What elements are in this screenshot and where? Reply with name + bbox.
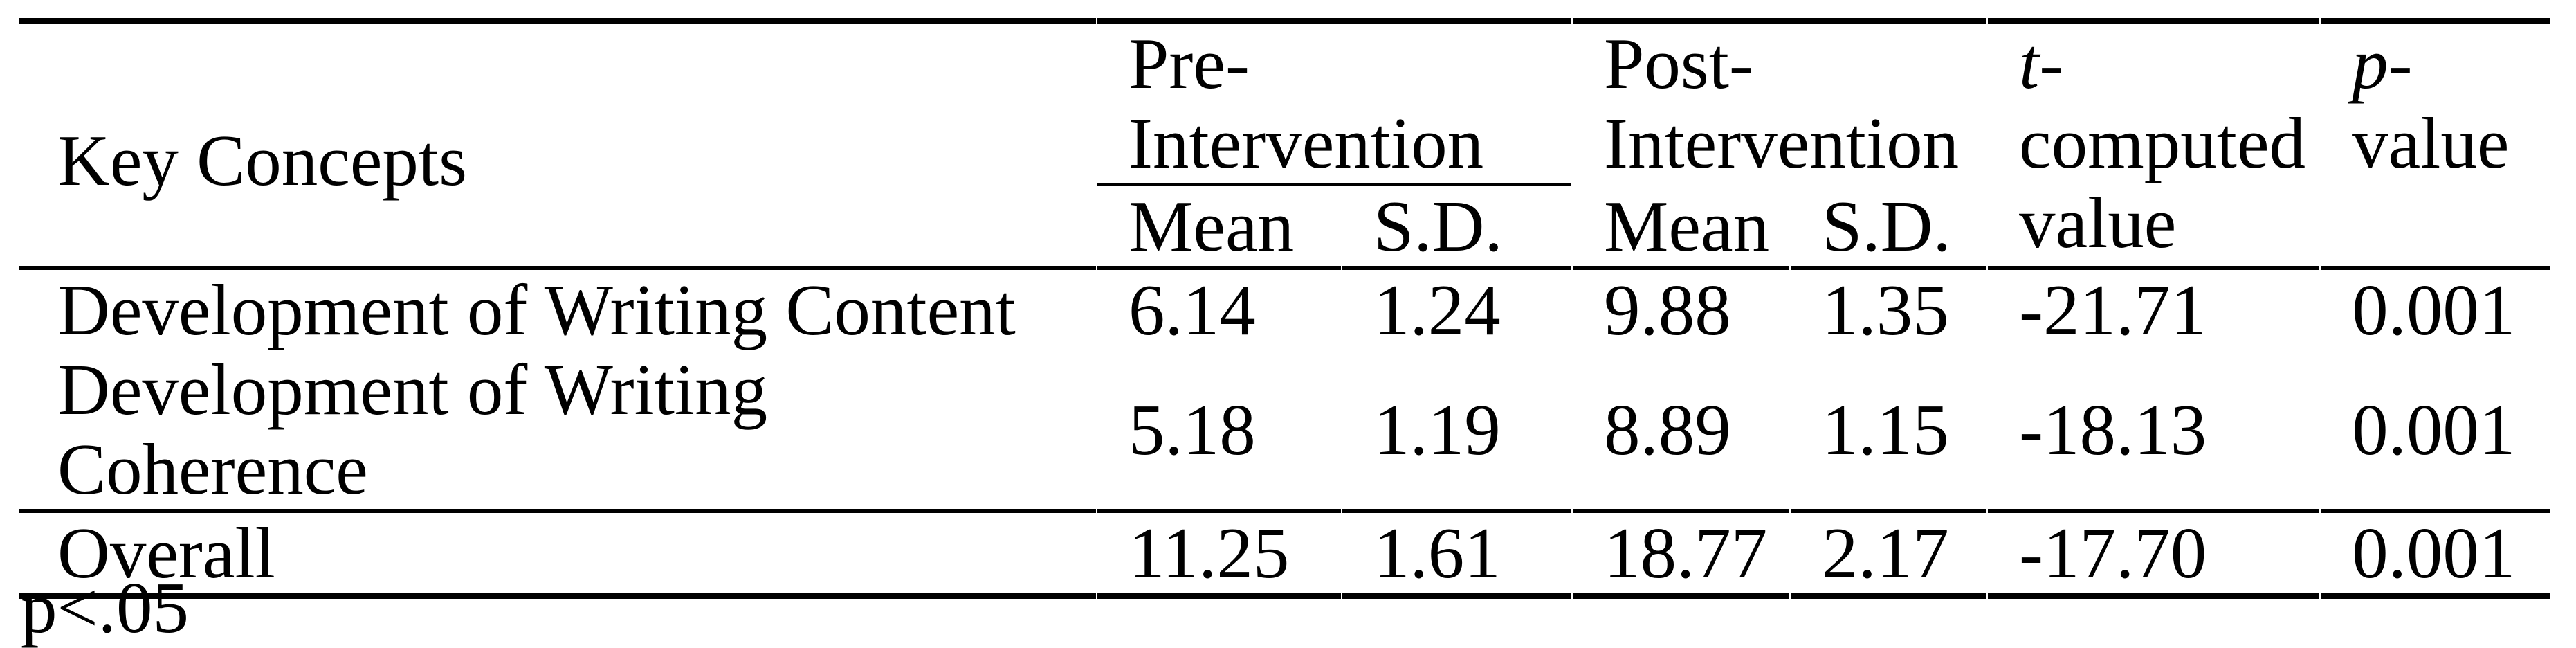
cell-post-mean: 8.89 <box>1573 350 1789 513</box>
header-row-groups: Key Concepts Pre- Intervention Post- Int… <box>19 18 2551 270</box>
cell-p-value: 0.001 <box>2321 513 2551 599</box>
significance-footnote: p<.05 <box>21 567 189 648</box>
table-row-overall: Overall 11.25 1.61 18.77 2.17 -17.70 0.0… <box>19 513 2551 599</box>
cell-t-value: -18.13 <box>1988 350 2320 513</box>
cell-post-sd: 2.17 <box>1791 513 1986 599</box>
cell-pre-mean: 6.14 <box>1129 270 1256 350</box>
results-table: Key Concepts Pre- Intervention Post- Int… <box>18 18 2552 599</box>
p-value-text: p- value <box>2352 23 2510 183</box>
row-label: Development of Writing Coherence <box>19 350 1096 513</box>
cell-post-mean: 9.88 <box>1604 270 1731 350</box>
header-pre-intervention: Pre- Intervention <box>1097 18 1571 186</box>
cell-post-sd: 1.15 <box>1791 350 1986 513</box>
header-post-intervention: Post- Intervention <box>1573 18 1986 186</box>
cell-t-value: -17.70 <box>1988 513 2320 599</box>
t-symbol: t <box>2019 23 2040 104</box>
cell-pre-sd: 1.24 <box>1373 270 1501 350</box>
header-t-computed-value: t- computed value <box>1988 18 2320 270</box>
table-row-coherence: Development of Writing Coherence 5.18 1.… <box>19 350 2551 513</box>
subheader-post-mean: Mean <box>1573 186 1789 270</box>
subheader-post-sd: S.D. <box>1791 186 1986 270</box>
p-rest: - value <box>2352 23 2510 183</box>
header-p-value: p- value <box>2321 18 2551 270</box>
header-row-stats: Mean S.D. Mean S.D. <box>19 186 2550 270</box>
row-label: Development of Writing Content <box>57 270 1016 350</box>
p-symbol: p <box>2352 23 2388 104</box>
cell-pre-sd: 1.19 <box>1342 350 1571 513</box>
cell-t-value: -21.71 <box>2019 270 2207 350</box>
row-label: Overall <box>19 513 1096 599</box>
t-rest: - computed value <box>2019 23 2306 263</box>
t-computed-text: t- computed value <box>2019 23 2306 263</box>
cell-post-mean: 18.77 <box>1573 513 1789 599</box>
cell-p-value: 0.001 <box>2321 350 2551 513</box>
subheader-pre-mean: Mean <box>1097 186 1341 270</box>
cell-p-value: 0.001 <box>2352 270 2516 350</box>
subheader-pre-sd: S.D. <box>1342 186 1571 270</box>
cell-pre-mean: 5.18 <box>1097 350 1341 513</box>
header-key-concepts: Key Concepts <box>19 18 1096 270</box>
cell-pre-mean: 11.25 <box>1097 513 1341 599</box>
cell-post-sd: 1.35 <box>1822 270 1949 350</box>
cell-pre-sd: 1.61 <box>1342 513 1571 599</box>
table-row-content: Development of Writing Content 6.14 1.24… <box>19 270 2550 350</box>
